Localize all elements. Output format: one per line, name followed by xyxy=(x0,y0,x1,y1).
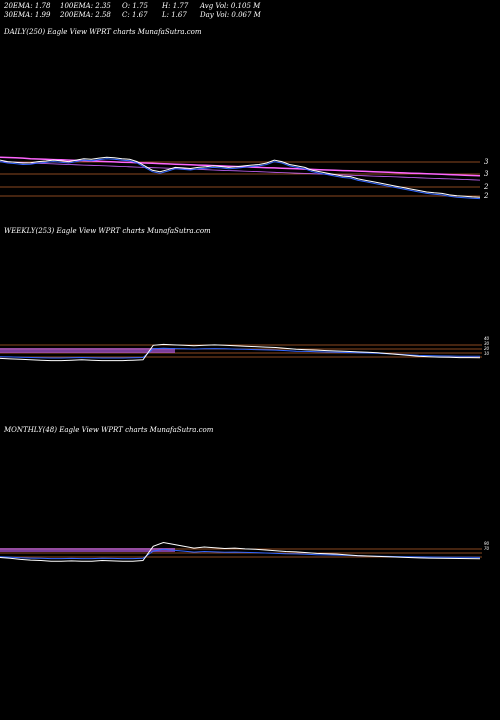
weekly-y-tick: 10 xyxy=(484,351,490,356)
weekly-y-tick: 30 xyxy=(484,341,490,346)
monthly-y-tick: 70 xyxy=(484,546,490,551)
stat-avg-vol: Avg Vol: 0.105 M xyxy=(200,2,261,10)
stat-high: H: 1.77 xyxy=(162,2,189,10)
stat-30ema: 30EMA: 1.99 xyxy=(4,11,51,19)
stat-close: C: 1.67 xyxy=(122,11,148,19)
daily-y-tick: 2 xyxy=(483,192,489,200)
daily-y-tick: 3 xyxy=(484,158,489,166)
stat-100ema: 100EMA: 2.35 xyxy=(60,2,111,10)
daily-ema-fast-line xyxy=(0,158,481,200)
monthly-price-line xyxy=(0,541,481,562)
stat-20ema: 20EMA: 1.78 xyxy=(4,2,51,10)
daily-panel-label: DAILY(250) Eagle View WPRT charts Munafa… xyxy=(4,28,202,36)
daily-ema-slow-line xyxy=(0,161,481,181)
daily-y-tick: 2 xyxy=(483,183,489,191)
daily-price-line xyxy=(0,156,481,198)
monthly-ema-line xyxy=(0,548,481,560)
weekly-ema-band xyxy=(0,348,175,353)
weekly-y-tick: 20 xyxy=(484,346,490,351)
monthly-panel-label: MONTHLY(48) Eagle View WPRT charts Munaf… xyxy=(4,426,214,434)
stat-open: O: 1.75 xyxy=(122,2,148,10)
weekly-panel-label: WEEKLY(253) Eagle View WPRT charts Munaf… xyxy=(4,227,211,235)
stat-day-vol: Day Vol: 0.067 M xyxy=(200,11,261,19)
weekly-y-tick: 40 xyxy=(484,336,490,341)
weekly-price-line xyxy=(0,343,481,362)
stat-low: L: 1.67 xyxy=(162,11,187,19)
daily-y-tick: 3 xyxy=(484,170,489,178)
monthly-ema-band xyxy=(0,548,175,552)
stat-200ema: 200EMA: 2.58 xyxy=(60,11,111,19)
monthly-y-tick: 90 xyxy=(484,541,490,546)
